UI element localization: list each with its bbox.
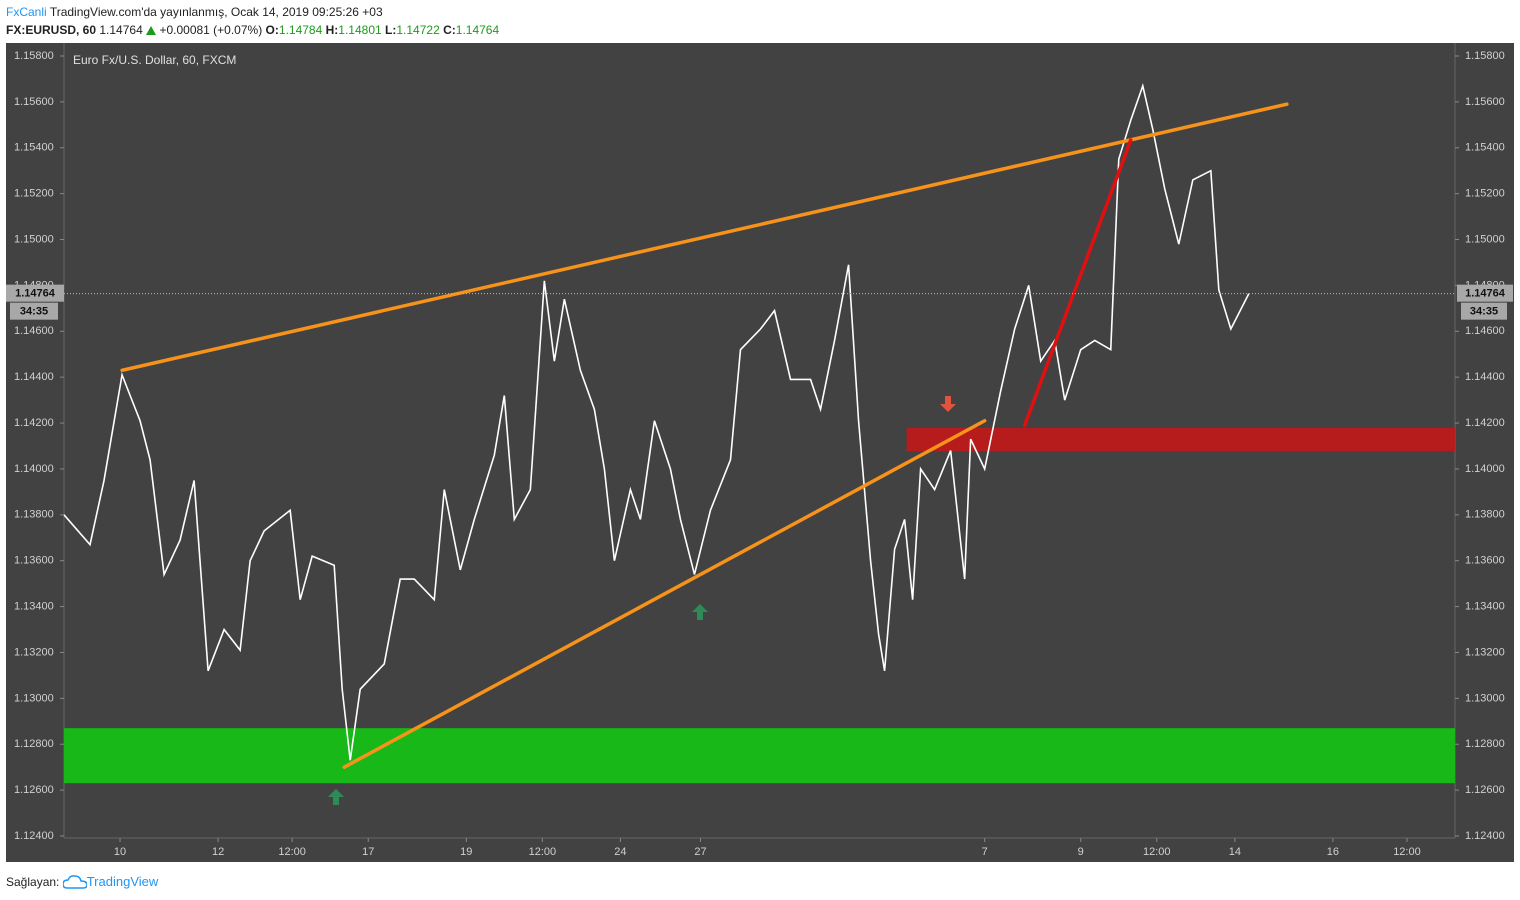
- last-price-box: [1457, 284, 1513, 302]
- y-tick-label: 1.15800: [14, 50, 54, 62]
- buy-arrow: [328, 789, 344, 805]
- x-tick-label: 7: [982, 846, 988, 858]
- y-tick-label: 1.15400: [1465, 142, 1505, 154]
- y-tick-label: 1.14600: [1465, 325, 1505, 337]
- y-tick-label: 1.15600: [1465, 96, 1505, 108]
- y-tick-label: 1.14000: [14, 463, 54, 475]
- price: 1.14764: [99, 23, 143, 37]
- brand[interactable]: TradingView: [86, 874, 159, 889]
- y-tick-label: 1.15600: [14, 96, 54, 108]
- x-tick-label: 12:00: [1143, 846, 1171, 858]
- y-tick-label: 1.13000: [14, 692, 54, 704]
- x-tick-label: 12:00: [529, 846, 557, 858]
- sell-arrow: [940, 396, 956, 412]
- y-tick-label: 1.13800: [14, 509, 54, 521]
- countdown-label: 34:35: [1470, 306, 1498, 318]
- up-arrow: [146, 26, 157, 35]
- zone: [64, 728, 1455, 784]
- chart-background: [6, 43, 1514, 862]
- countdown-box: [10, 302, 58, 320]
- header-quote: FX:EURUSD, 60 1.14764 +0.00081 (+0.07%) …: [6, 23, 499, 37]
- x-tick-label: 12:00: [1393, 846, 1421, 858]
- published: TradingView.com'da yayınlanmış, Ocak 14,…: [49, 5, 383, 19]
- low: 1.14722: [396, 23, 440, 37]
- y-tick-label: 1.15000: [14, 233, 54, 245]
- last-price-label: 1.14764: [1465, 288, 1506, 300]
- countdown-box: [1461, 302, 1507, 320]
- x-tick-label: 9: [1078, 846, 1084, 858]
- high-label: H:: [325, 23, 339, 37]
- trendline: [120, 102, 1289, 373]
- y-tick-label: 1.15400: [14, 142, 54, 154]
- x-tick-label: 24: [614, 846, 626, 858]
- countdown-label: 34:35: [20, 306, 48, 318]
- x-tick-label: 10: [114, 846, 126, 858]
- y-tick-label: 1.14400: [14, 371, 54, 383]
- price-line: [63, 82, 1250, 761]
- y-tick-label: 1.13200: [1465, 646, 1505, 658]
- last-price-box: [6, 284, 64, 302]
- buy-arrow: [692, 604, 708, 620]
- symbol: FX:EURUSD, 60: [6, 23, 97, 37]
- x-tick-label: 19: [460, 846, 472, 858]
- footer: Sağlayan: TradingView: [6, 874, 158, 889]
- plot: [63, 82, 1455, 805]
- close-label: C:: [443, 23, 456, 37]
- x-tick-label: 14: [1229, 846, 1241, 858]
- last-price-label: 1.14764: [15, 288, 56, 300]
- x-tick-label: 12: [212, 846, 224, 858]
- y-tick-label: 1.14200: [14, 417, 54, 429]
- y-tick-label: 1.12800: [1465, 738, 1505, 750]
- chart: Euro Fx/U.S. Dollar, 60, FXCM 1.15800 1.1…: [6, 43, 1514, 862]
- y-tick-label: 1.13200: [14, 646, 54, 658]
- y-tick-label: 1.13800: [1465, 509, 1505, 521]
- change: +0.00081 (+0.07%): [159, 23, 263, 37]
- y-tick-label: 1.13600: [1465, 555, 1505, 567]
- legend: Euro Fx/U.S. Dollar, 60, FXCM: [73, 53, 236, 67]
- y-tick-label: 1.12800: [14, 738, 54, 750]
- trendline: [342, 419, 987, 769]
- provider: Sağlayan:: [6, 875, 60, 889]
- y-tick-label: 1.15200: [14, 188, 54, 200]
- y-tick-label: 1.15000: [1465, 233, 1505, 245]
- y-tick-label: 1.13400: [14, 600, 54, 612]
- y-tick-label: 1.14000: [1465, 463, 1505, 475]
- open-label: O:: [265, 23, 279, 37]
- x-tick-label: 12:00: [278, 846, 306, 858]
- header-line: FxCanli TradingView.com'da yayınlanmış, …: [6, 5, 383, 19]
- y-tick-label: 1.12400: [14, 830, 54, 842]
- y-tick-label: 1.13000: [1465, 692, 1505, 704]
- close: 1.14764: [455, 23, 500, 37]
- y-tick-label: 1.13600: [14, 555, 54, 567]
- low-label: L:: [385, 23, 397, 37]
- tv-logo: [61, 875, 88, 889]
- y-tick-label: 1.15200: [1465, 188, 1505, 200]
- y-tick-label: 1.15800: [1465, 50, 1505, 62]
- y-tick-label: 1.12600: [14, 784, 54, 796]
- trendline: [1022, 138, 1133, 428]
- y-tick-label: 1.13400: [1465, 600, 1505, 612]
- author[interactable]: FxCanli: [6, 5, 47, 19]
- open: 1.14784: [278, 23, 323, 37]
- x-tick-label: 17: [362, 846, 374, 858]
- x-tick-label: 27: [694, 846, 706, 858]
- y-tick-label: 1.14200: [1465, 417, 1505, 429]
- y-tick-label: 1.14600: [14, 325, 54, 337]
- y-tick-label: 1.12400: [1465, 830, 1505, 842]
- y-tick-label: 1.14400: [1465, 371, 1505, 383]
- x-tick-label: 16: [1327, 846, 1339, 858]
- zone: [906, 427, 1455, 452]
- high: 1.14801: [338, 23, 382, 37]
- y-tick-label: 1.12600: [1465, 784, 1505, 796]
